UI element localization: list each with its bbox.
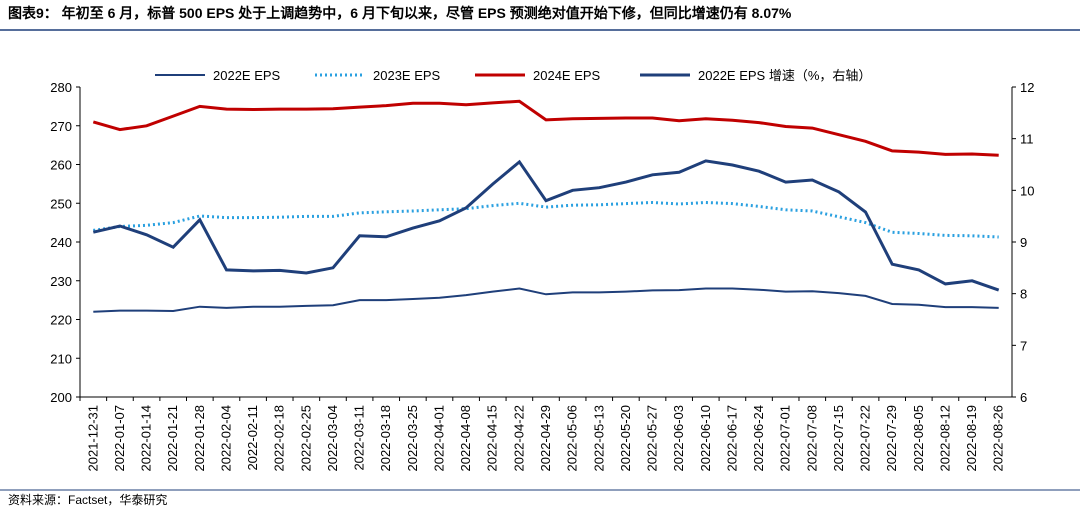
y-tick-label: 280 (50, 80, 72, 95)
x-tick-label: 2022-02-18 (272, 405, 287, 472)
x-tick-label: 2022-07-08 (804, 405, 819, 472)
y2-tick-label: 8 (1020, 287, 1027, 302)
y2-tick-label: 6 (1020, 390, 1027, 405)
x-tick-label: 2022-04-08 (458, 405, 473, 472)
x-tick-label: 2022-03-18 (378, 405, 393, 472)
x-tick-label: 2022-03-04 (325, 405, 340, 472)
y-tick-label: 240 (50, 235, 72, 250)
x-tick-label: 2022-02-25 (298, 405, 313, 472)
x-tick-label: 2022-04-01 (431, 405, 446, 472)
x-tick-label: 2022-08-26 (991, 405, 1006, 472)
series-line (93, 287, 999, 313)
x-tick-label: 2022-05-13 (591, 405, 606, 472)
series-line (92, 99, 999, 157)
series-line (92, 159, 1000, 292)
x-tick-label: 2022-07-15 (831, 405, 846, 472)
legend-label: 2022E EPS (213, 68, 281, 83)
x-tick-label: 2022-08-05 (911, 405, 926, 472)
x-tick-label: 2022-07-29 (884, 405, 899, 472)
x-tick-label: 2022-06-03 (671, 405, 686, 472)
x-tick-label: 2022-05-06 (565, 405, 580, 472)
x-tick-label: 2022-06-24 (751, 405, 766, 472)
x-tick-label: 2022-02-11 (245, 405, 260, 471)
legend-label: 2022E EPS 增速（%，右轴） (698, 68, 871, 83)
y2-tick-label: 10 (1020, 183, 1034, 198)
y2-tick-label: 7 (1020, 338, 1027, 353)
series-line (93, 200, 999, 239)
x-tick-label: 2022-05-20 (618, 405, 633, 472)
x-tick-label: 2022-04-29 (538, 405, 553, 472)
x-tick-label: 2022-05-27 (645, 405, 660, 472)
y-tick-label: 200 (50, 390, 72, 405)
y-tick-label: 260 (50, 158, 72, 173)
y-tick-label: 220 (50, 313, 72, 328)
x-tick-label: 2022-03-11 (352, 405, 367, 471)
y-tick-label: 250 (50, 196, 72, 211)
x-tick-label: 2022-07-01 (778, 405, 793, 472)
y-tick-label: 210 (50, 351, 72, 366)
y-tick-label: 230 (50, 274, 72, 289)
x-tick-label: 2021-12-31 (85, 405, 100, 472)
x-tick-label: 2022-06-10 (698, 405, 713, 472)
x-tick-label: 2022-06-17 (724, 405, 739, 472)
source-note: 资料来源：Factset，华泰研究 (8, 492, 167, 507)
x-tick-label: 2022-01-21 (165, 405, 180, 472)
legend-label: 2023E EPS (373, 68, 441, 83)
x-tick-label: 2022-07-22 (858, 405, 873, 472)
x-tick-label: 2022-08-12 (937, 405, 952, 472)
x-tick-label: 2022-01-14 (139, 405, 154, 472)
y2-tick-label: 11 (1020, 132, 1034, 147)
x-tick-label: 2022-02-04 (218, 405, 233, 472)
y-tick-label: 270 (50, 119, 72, 134)
x-tick-label: 2022-08-19 (964, 405, 979, 472)
y2-tick-label: 12 (1020, 80, 1034, 95)
y2-tick-label: 9 (1020, 235, 1027, 250)
x-tick-label: 2022-04-15 (485, 405, 500, 472)
x-tick-label: 2022-04-22 (511, 405, 526, 472)
chart-title: 图表9： 年初至 6 月，标普 500 EPS 处于上调趋势中，6 月下旬以来，… (8, 5, 792, 21)
x-tick-label: 2022-01-28 (192, 405, 207, 472)
legend-label: 2024E EPS (533, 68, 601, 83)
x-tick-label: 2022-01-07 (112, 405, 127, 472)
x-tick-label: 2022-03-25 (405, 405, 420, 472)
